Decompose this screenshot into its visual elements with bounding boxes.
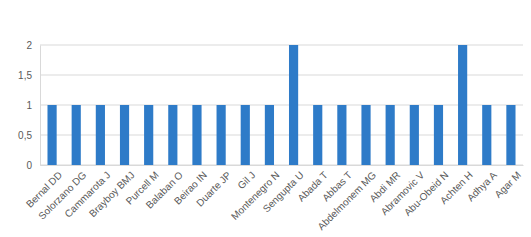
y-axis-line <box>40 46 41 166</box>
y-tick-label: 2 <box>26 40 32 51</box>
bar <box>168 105 177 165</box>
grid <box>40 45 523 165</box>
y-tick-label: 0 <box>26 160 32 171</box>
y-tick: 0 <box>26 160 40 171</box>
bar <box>410 105 419 165</box>
x-tick: Sengupta U <box>261 165 306 214</box>
bar <box>313 105 322 165</box>
y-axis: 0 0,5 1 1,5 2 <box>18 40 40 171</box>
bar <box>144 105 153 165</box>
x-tick-label: Abdelmonem MG <box>315 169 378 232</box>
x-tick: Abu-Obeid N <box>402 165 451 218</box>
bars <box>47 45 515 165</box>
x-axis-line <box>41 165 524 166</box>
bar <box>434 105 443 165</box>
y-tick: 0,5 <box>18 130 40 141</box>
x-tick-label: Adhya A <box>465 169 499 203</box>
y-tick-label: 1,5 <box>18 70 32 81</box>
x-tick: Agar M <box>492 165 523 200</box>
grid-line <box>40 75 523 76</box>
bar <box>482 105 491 165</box>
bar <box>265 105 274 165</box>
bar <box>361 105 370 165</box>
grid-line <box>40 45 523 46</box>
bar <box>506 105 515 165</box>
y-tick-label: 1 <box>26 100 32 111</box>
bar <box>192 105 201 165</box>
grid-line <box>40 135 523 136</box>
y-tick-label: 0,5 <box>18 130 32 141</box>
bar <box>96 105 105 165</box>
bar <box>386 105 395 165</box>
bar <box>120 105 129 165</box>
y-tick: 1 <box>26 100 40 111</box>
x-tick-label: Duarte JP <box>194 169 233 208</box>
bar <box>217 105 226 165</box>
x-tick: Gil J <box>235 165 257 191</box>
grid-line <box>40 105 523 106</box>
y-tick: 2 <box>26 40 40 51</box>
bar <box>458 45 467 165</box>
x-tick-label: Agar M <box>492 169 523 200</box>
bar <box>337 105 346 165</box>
bar <box>47 105 56 165</box>
y-tick: 1,5 <box>18 70 40 81</box>
bar <box>72 105 81 165</box>
x-tick: Duarte JP <box>194 165 233 209</box>
bar <box>241 105 250 165</box>
chart: 0 0,5 1 1,5 2 Bernal DDSolorzano DGCammarota … <box>0 0 531 237</box>
bar <box>289 45 298 165</box>
plot: 0 0,5 1 1,5 2 Bernal DDSolorzano DGCammarota … <box>18 40 523 232</box>
x-axis: Bernal DDSolorzano DGCammarota JBrayboy … <box>24 165 524 232</box>
grid-line <box>40 165 523 166</box>
x-tick: Adhya A <box>465 165 499 203</box>
